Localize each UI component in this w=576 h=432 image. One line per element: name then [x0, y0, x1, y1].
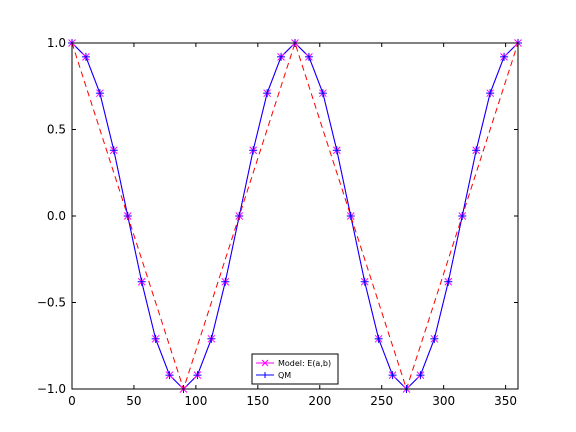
series-1-point: [137, 277, 146, 286]
legend-label: QM: [278, 371, 291, 380]
y-axis: −1.0 −0.5 0.0 0.5 1.0: [37, 36, 518, 396]
series-1-point: [318, 89, 327, 98]
y-tick-label: −1.0: [37, 382, 66, 396]
series-1-point: [81, 52, 90, 61]
series-1-point: [388, 371, 397, 380]
x-tick-label: 100: [184, 394, 207, 408]
y-tick-label: −0.5: [37, 296, 66, 310]
x-tick-label: 350: [494, 394, 517, 408]
series-1-point: [360, 277, 369, 286]
y-tick-label: 0.5: [47, 123, 66, 137]
x-tick-label: 0: [68, 394, 76, 408]
series-1-point: [444, 277, 453, 286]
series-1-point: [458, 212, 467, 220]
series-1-point: [151, 334, 160, 343]
series-1-point: [472, 146, 481, 155]
series-1-point: [346, 212, 355, 220]
series-1-point: [263, 89, 272, 98]
legend-box: [251, 353, 339, 385]
y-tick-label: 0.0: [47, 209, 66, 223]
series-line-1: [71, 42, 519, 390]
x-tick-label: 150: [246, 394, 269, 408]
series-1-point: [277, 52, 286, 61]
series-line-0: [71, 42, 519, 390]
series-1-point: [207, 334, 216, 343]
series-1-point: [193, 371, 202, 380]
y-tick-label: 1.0: [47, 36, 66, 50]
x-tick-label: 300: [432, 394, 455, 408]
series-1-point: [486, 89, 495, 98]
series-1-point: [304, 52, 313, 61]
series-1-point: [165, 371, 174, 380]
x-tick-label: 200: [308, 394, 331, 408]
series-1-point: [249, 146, 258, 155]
legend-label: Model: E(a,b): [278, 359, 331, 368]
plot-lines: [71, 41, 519, 391]
legend-entry: [256, 359, 274, 367]
legend-entry: [256, 372, 274, 378]
plot-area-frame: [71, 42, 519, 390]
x-axis: 0 50 100 150 200 250 300 350: [68, 43, 517, 408]
series-1-point: [374, 334, 383, 343]
series-1-point: [430, 334, 439, 343]
legend: Model: E(a,b) QM: [251, 353, 339, 385]
series-1-point: [500, 52, 509, 61]
series-1-point: [416, 371, 425, 380]
series-1-point: [235, 212, 244, 220]
x-tick-label: 250: [370, 394, 393, 408]
series-1-point: [123, 212, 132, 220]
series-1-point: [109, 146, 118, 155]
x-tick-label: 50: [126, 394, 141, 408]
series-1-point: [221, 277, 230, 286]
series-1-point: [95, 89, 104, 98]
series-1-point: [332, 146, 341, 155]
series-line-2: [71, 41, 519, 391]
plot-markers: [68, 39, 522, 393]
